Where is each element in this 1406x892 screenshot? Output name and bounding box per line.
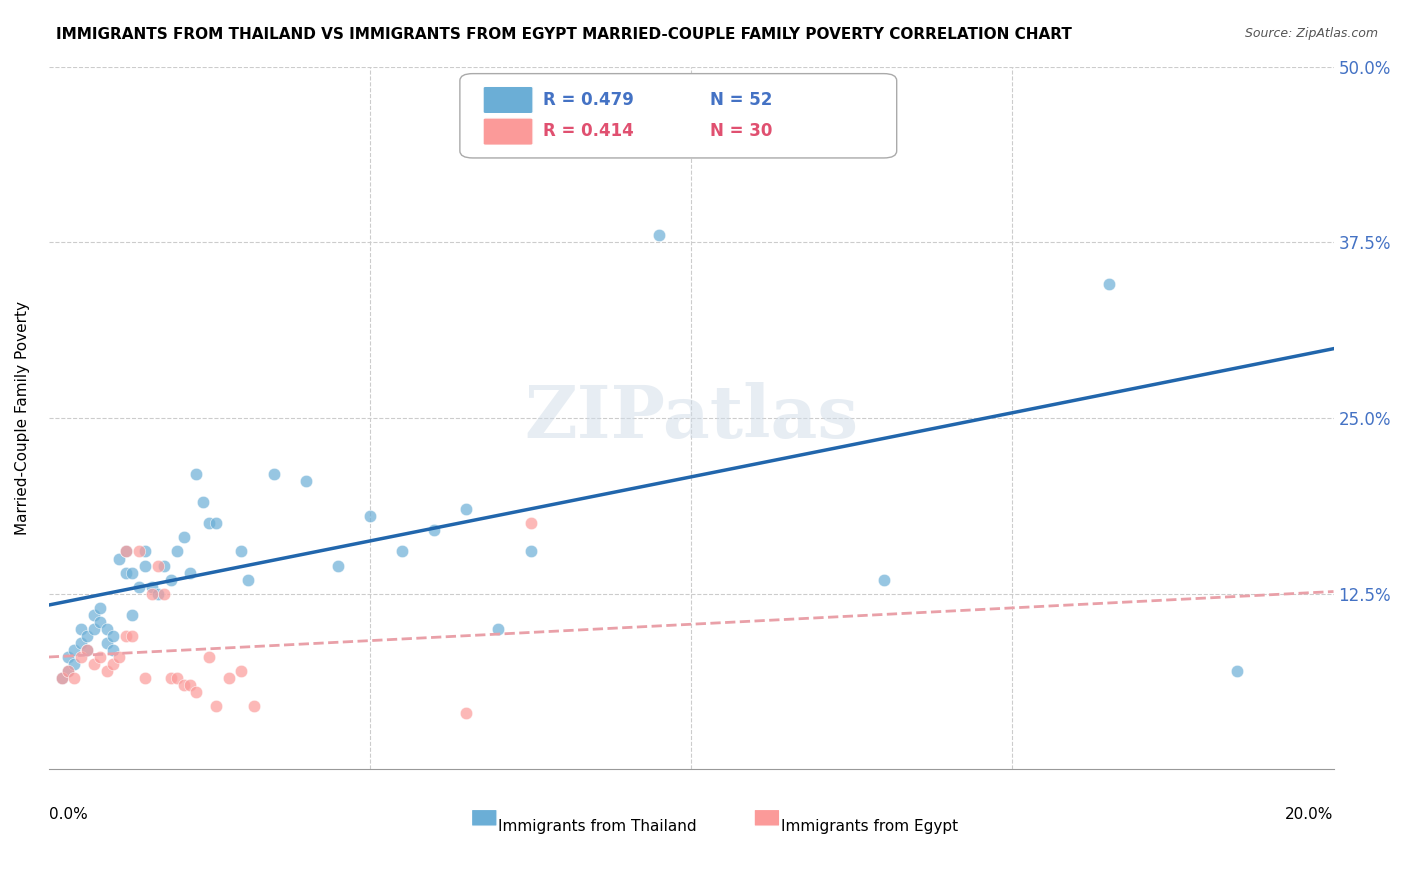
Point: [83, 607, 105, 622]
Point: [204, 516, 226, 531]
Point: [173, 678, 195, 692]
Point: [70, 622, 93, 636]
Point: [326, 558, 349, 573]
Point: [128, 544, 150, 558]
Point: [89, 615, 111, 629]
Point: [486, 622, 509, 636]
Point: [294, 474, 316, 488]
Text: IMMIGRANTS FROM THAILAND VS IMMIGRANTS FROM EGYPT MARRIED-COUPLE FAMILY POVERTY : IMMIGRANTS FROM THAILAND VS IMMIGRANTS F…: [56, 27, 1073, 42]
Text: Immigrants from Thailand: Immigrants from Thailand: [498, 819, 697, 833]
Point: [70, 649, 93, 664]
Point: [134, 671, 156, 685]
Point: [128, 580, 150, 594]
Point: [166, 544, 188, 558]
Point: [114, 566, 136, 580]
Point: [96, 636, 118, 650]
Point: [134, 558, 156, 573]
Point: [63, 643, 86, 657]
Point: [108, 551, 131, 566]
Point: [76, 629, 98, 643]
Point: [83, 657, 105, 671]
Text: ZIPatlas: ZIPatlas: [524, 383, 858, 453]
Point: [198, 649, 221, 664]
Point: [56, 649, 79, 664]
Point: [63, 657, 86, 671]
Point: [179, 678, 201, 692]
Point: [519, 544, 541, 558]
Point: [63, 671, 86, 685]
Text: N = 52: N = 52: [710, 91, 773, 109]
Point: [616, 123, 638, 137]
FancyBboxPatch shape: [484, 118, 533, 145]
Point: [101, 657, 124, 671]
Point: [456, 502, 478, 516]
Point: [159, 671, 181, 685]
Point: [166, 671, 188, 685]
Point: [1098, 277, 1121, 292]
Point: [101, 629, 124, 643]
Point: [359, 509, 381, 524]
Point: [146, 558, 169, 573]
Point: [134, 544, 156, 558]
Point: [231, 664, 253, 678]
Point: [198, 516, 221, 531]
Point: [51, 671, 73, 685]
Point: [179, 566, 201, 580]
Point: [96, 664, 118, 678]
Point: [191, 495, 214, 509]
Point: [243, 699, 266, 714]
Text: R = 0.414: R = 0.414: [543, 122, 634, 140]
Point: [391, 544, 413, 558]
FancyBboxPatch shape: [754, 809, 780, 826]
Point: [146, 587, 169, 601]
Point: [89, 600, 111, 615]
FancyBboxPatch shape: [484, 87, 533, 113]
Point: [236, 573, 259, 587]
Point: [141, 587, 163, 601]
Point: [263, 467, 285, 482]
Point: [159, 573, 181, 587]
Point: [51, 671, 73, 685]
Point: [96, 622, 118, 636]
Text: Immigrants from Egypt: Immigrants from Egypt: [782, 819, 959, 833]
Point: [456, 706, 478, 720]
Point: [423, 524, 446, 538]
Point: [114, 629, 136, 643]
Point: [56, 664, 79, 678]
Text: N = 30: N = 30: [710, 122, 773, 140]
Point: [76, 643, 98, 657]
Point: [1226, 664, 1249, 678]
Y-axis label: Married-Couple Family Poverty: Married-Couple Family Poverty: [15, 301, 30, 535]
Point: [89, 649, 111, 664]
Point: [218, 671, 240, 685]
Point: [83, 622, 105, 636]
Point: [519, 516, 541, 531]
Point: [121, 607, 143, 622]
Text: R = 0.479: R = 0.479: [543, 91, 634, 109]
Point: [121, 566, 143, 580]
Point: [76, 643, 98, 657]
Point: [186, 685, 208, 699]
Point: [204, 699, 226, 714]
Text: Source: ZipAtlas.com: Source: ZipAtlas.com: [1244, 27, 1378, 40]
Point: [114, 544, 136, 558]
Point: [70, 636, 93, 650]
Point: [108, 649, 131, 664]
Text: 0.0%: 0.0%: [49, 806, 87, 822]
Point: [114, 544, 136, 558]
Text: 20.0%: 20.0%: [1285, 806, 1333, 822]
Point: [121, 629, 143, 643]
Point: [231, 544, 253, 558]
Point: [101, 643, 124, 657]
Point: [186, 467, 208, 482]
Point: [173, 530, 195, 544]
Point: [153, 558, 176, 573]
Point: [648, 228, 671, 243]
FancyBboxPatch shape: [460, 74, 897, 158]
Point: [873, 573, 896, 587]
Point: [56, 664, 79, 678]
Point: [153, 587, 176, 601]
Point: [141, 580, 163, 594]
FancyBboxPatch shape: [471, 809, 498, 826]
